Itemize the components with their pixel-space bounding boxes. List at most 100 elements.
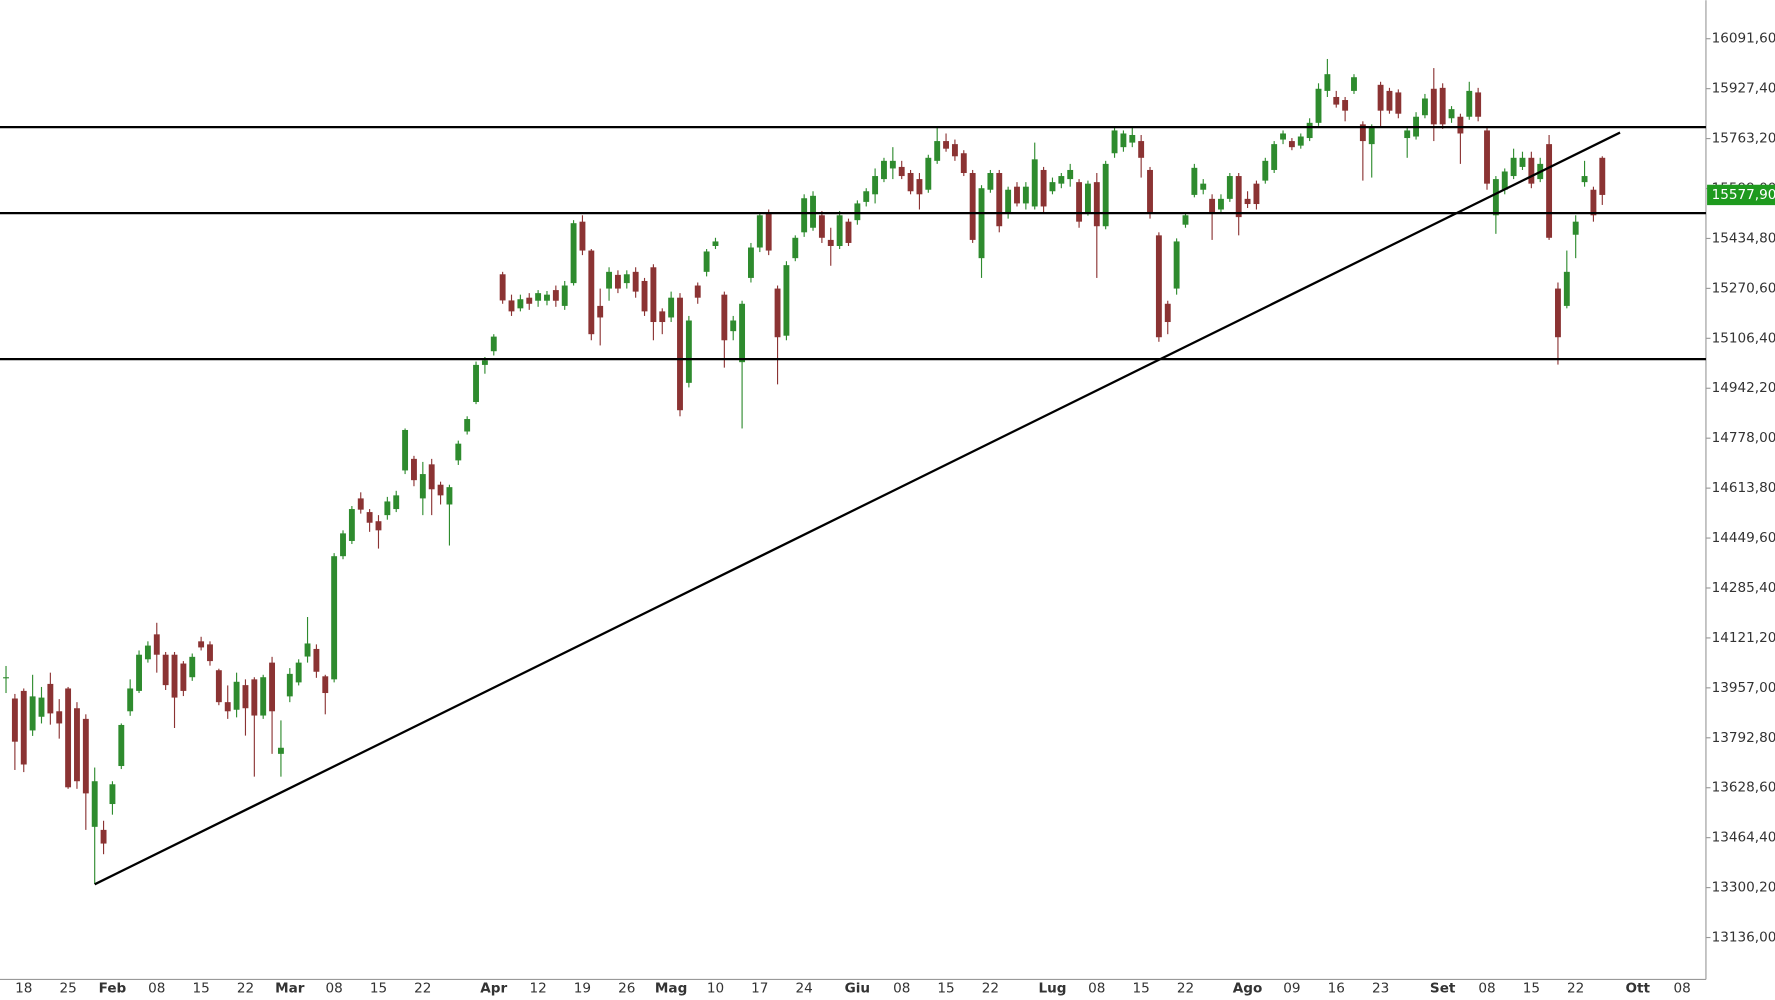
candle-body: [375, 521, 382, 531]
candle-body: [402, 429, 409, 471]
x-tick-label: 08: [893, 980, 910, 996]
candle-body: [1280, 133, 1286, 140]
candle-body: [331, 556, 338, 680]
x-tick-label: 15: [937, 980, 954, 996]
candle-body: [357, 498, 364, 510]
candle-body: [1058, 176, 1065, 184]
candle-body: [1129, 134, 1136, 143]
candle-body: [765, 213, 772, 251]
candle-body: [136, 654, 142, 691]
candle-body: [872, 176, 879, 195]
y-tick-label: 13792,80: [1712, 730, 1775, 746]
candle-body: [1386, 90, 1393, 111]
candle-body: [215, 670, 222, 703]
x-tick-label: Giu: [845, 980, 870, 996]
x-tick-label: 22: [1567, 980, 1584, 996]
y-tick-label: 15434,80: [1712, 230, 1775, 246]
candle-body: [1014, 186, 1020, 204]
candle-body: [29, 696, 36, 731]
candle-body: [340, 533, 346, 557]
candle-body: [1244, 198, 1251, 205]
candle-body: [1448, 109, 1455, 119]
candle-body: [898, 166, 905, 177]
candle-body: [1404, 130, 1411, 139]
candle-body: [1067, 169, 1074, 180]
y-tick-label: 16091,60: [1712, 31, 1775, 47]
x-tick-label: Ott: [1626, 980, 1651, 996]
candle-body: [118, 724, 125, 767]
candle-body: [366, 512, 373, 523]
candle-body: [597, 305, 604, 318]
x-tick-label: 16: [1328, 980, 1345, 996]
y-tick-label: 15106,40: [1712, 330, 1775, 346]
x-tick-label: Feb: [99, 980, 127, 996]
y-tick-label: 14613,80: [1712, 480, 1775, 496]
candle-body: [1235, 176, 1242, 218]
candle-body: [464, 419, 471, 432]
x-tick-label: 15: [192, 980, 209, 996]
candle-body: [668, 297, 675, 318]
candle-body: [1049, 182, 1056, 192]
candle-body: [162, 654, 169, 686]
candle-body: [428, 464, 435, 490]
candle-body: [854, 203, 861, 221]
candle-body: [632, 271, 639, 292]
candle-body: [881, 160, 887, 180]
candle-body: [109, 784, 116, 805]
x-tick-label: Mag: [655, 980, 687, 996]
candle-body: [1209, 198, 1216, 213]
candle-body: [1288, 141, 1295, 148]
x-tick-label: 22: [1177, 980, 1194, 996]
candle-body: [1421, 98, 1428, 116]
candle-body: [100, 829, 107, 844]
x-tick-label: Mar: [275, 980, 305, 996]
y-tick-label: 13957,00: [1712, 680, 1775, 696]
y-tick-label: 13628,60: [1712, 780, 1775, 796]
candle-body: [730, 320, 737, 332]
candle-body: [251, 679, 258, 716]
x-tick-label: 22: [414, 980, 431, 996]
candle-body: [20, 690, 27, 765]
candle-body: [269, 662, 276, 712]
candle-body: [1076, 182, 1083, 222]
last-price-label: 15577,90: [1712, 187, 1775, 203]
candle-body: [552, 290, 559, 301]
trendline: [94, 131, 1621, 886]
candle-body: [1581, 176, 1588, 183]
candle-body: [198, 641, 205, 648]
candle-body: [969, 173, 976, 240]
candle-body: [588, 250, 595, 335]
candle-body: [1395, 92, 1402, 114]
x-tick-label: 23: [1372, 980, 1389, 996]
x-tick-label: 25: [59, 980, 76, 996]
candle-body: [1510, 157, 1517, 177]
y-tick-label: 14942,20: [1712, 380, 1775, 396]
candle-body: [774, 288, 781, 338]
candle-body: [224, 702, 231, 712]
candle-body: [446, 487, 453, 505]
candle-body: [286, 673, 293, 697]
candle-body: [47, 683, 54, 714]
candle-body: [810, 195, 816, 228]
candle-body: [1555, 288, 1561, 338]
candle-body: [1173, 241, 1180, 289]
x-tick-label: 08: [148, 980, 165, 996]
candle-body: [1005, 189, 1012, 213]
candle-body: [889, 160, 896, 169]
candle-body: [916, 179, 923, 195]
candle-body: [703, 251, 710, 272]
x-tick-label: Apr: [480, 980, 507, 996]
candle-body: [1218, 198, 1224, 210]
candle-body: [748, 247, 754, 278]
candle-body: [1359, 124, 1366, 142]
candle-body: [694, 285, 701, 298]
candle-body: [1200, 183, 1207, 190]
candle-body: [579, 221, 586, 251]
candle-body: [277, 747, 284, 754]
candle-body: [1315, 88, 1322, 123]
candle-body: [3, 677, 9, 679]
candle-body: [1093, 182, 1100, 227]
candle-body: [685, 320, 692, 383]
candle-body: [943, 141, 949, 149]
